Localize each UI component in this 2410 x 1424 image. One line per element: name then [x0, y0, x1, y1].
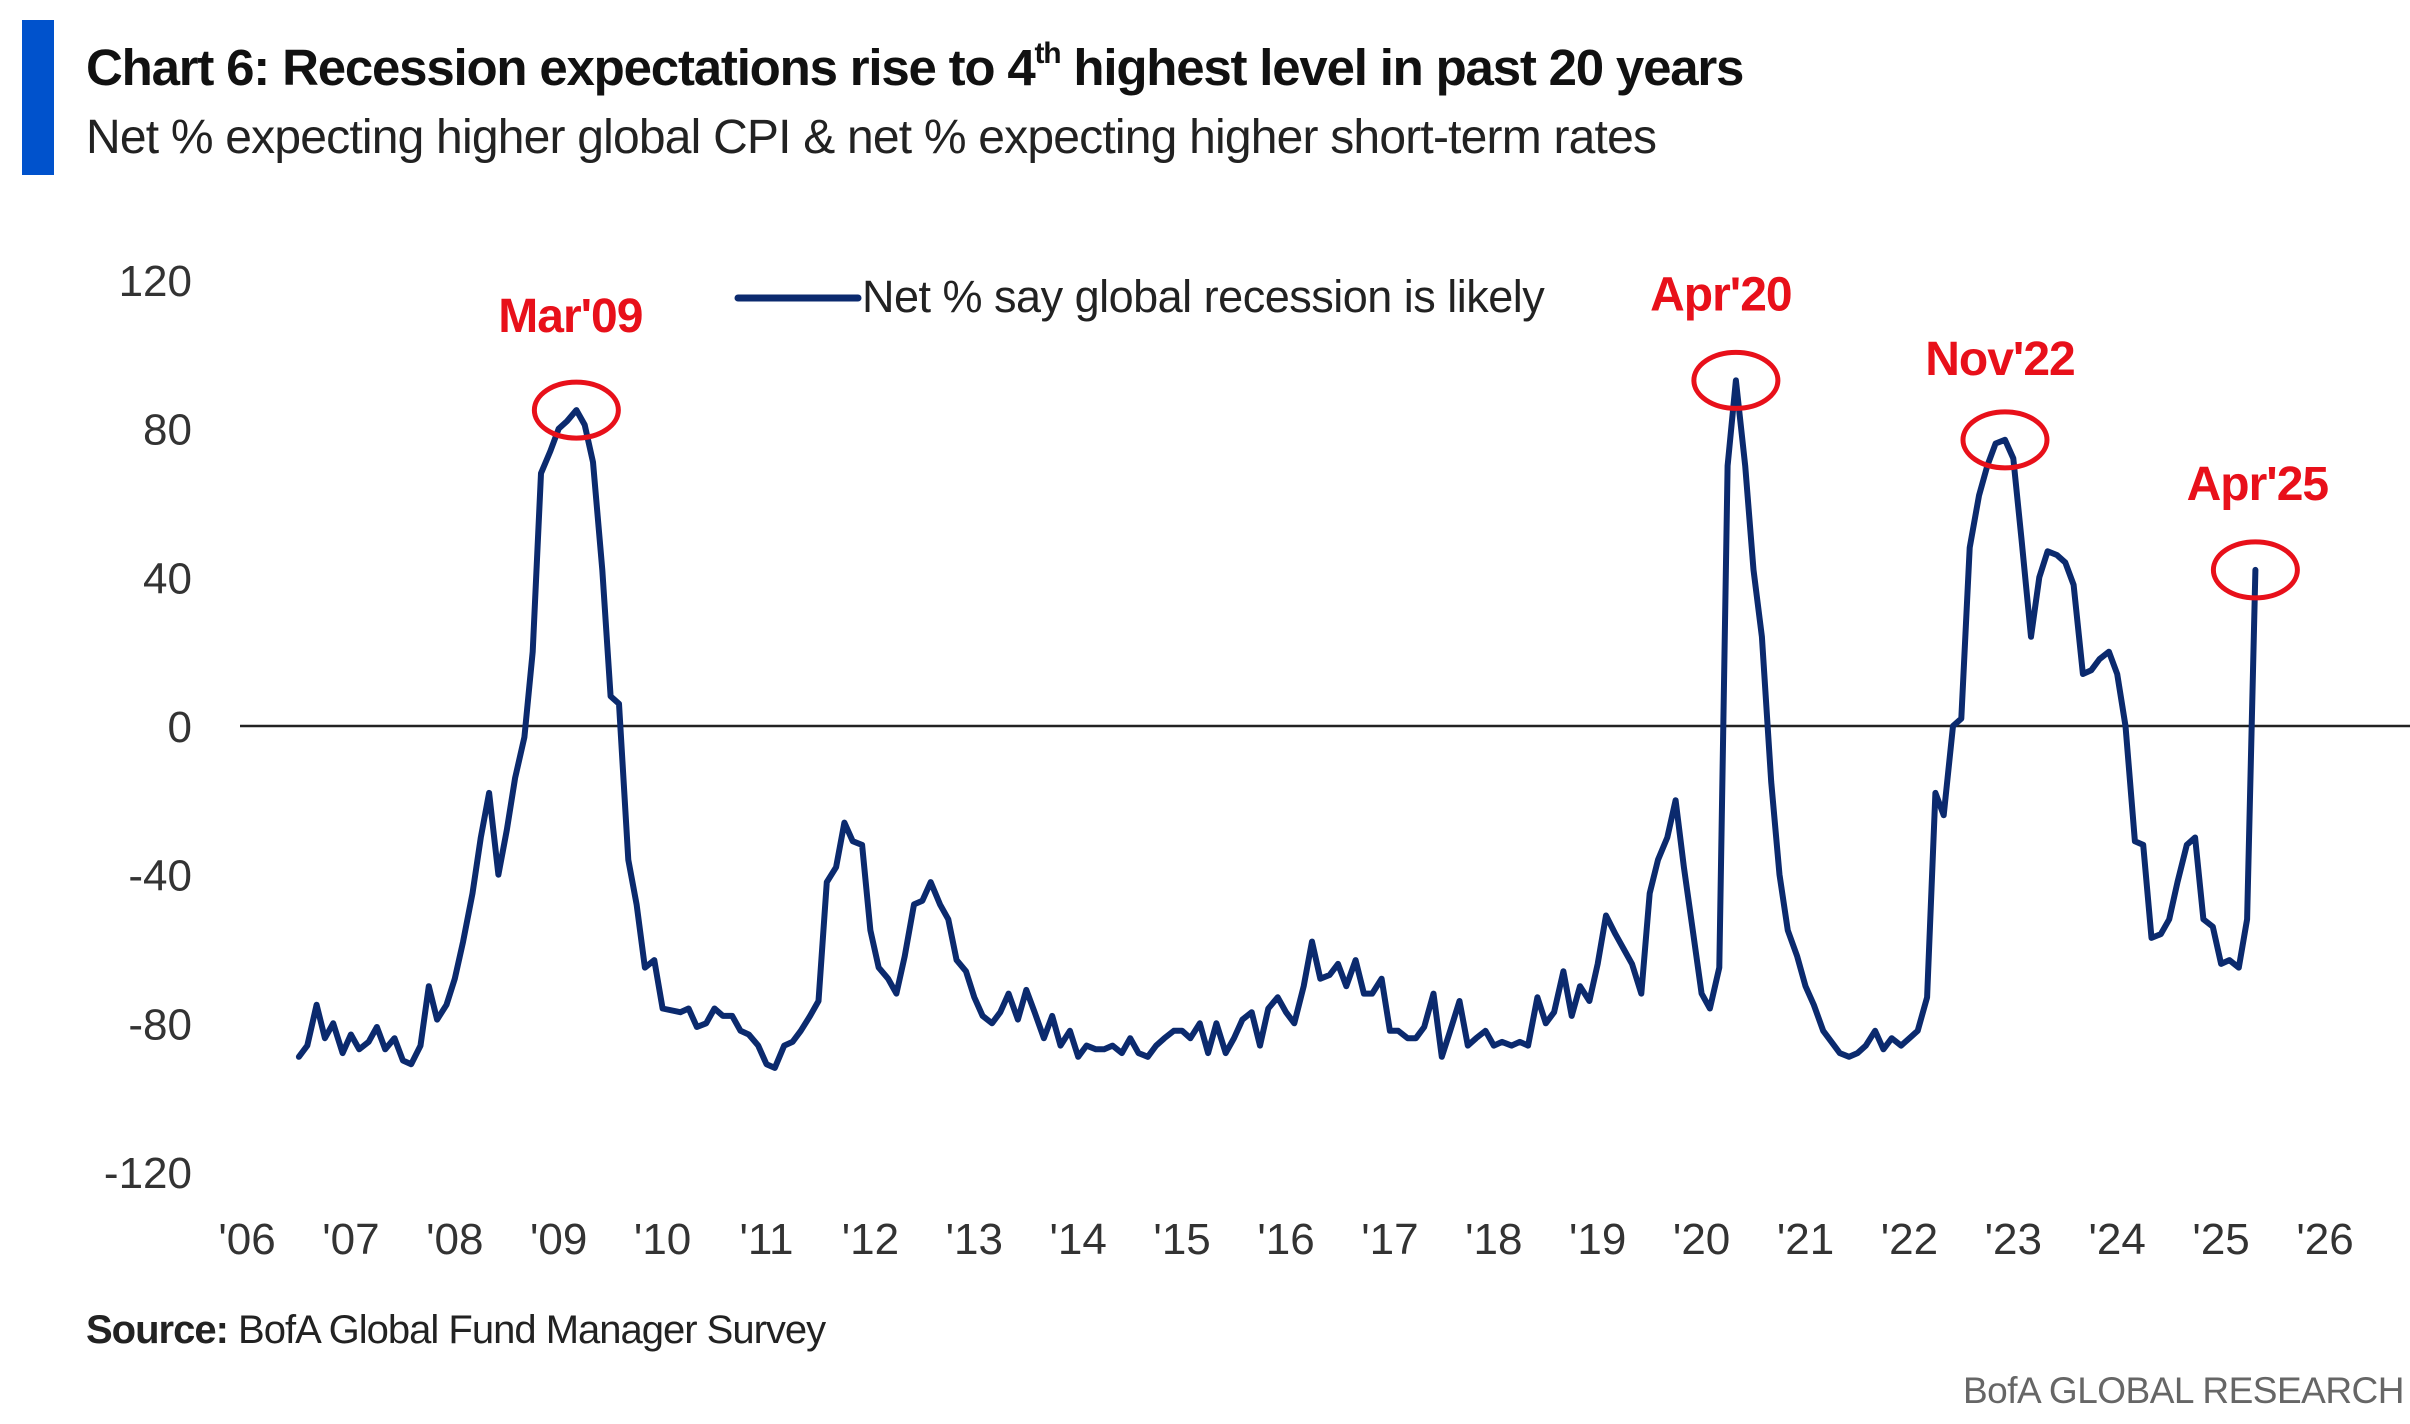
branding-text: BofA GLOBAL RESEARCH	[1962, 1370, 2405, 1411]
x-tick-label: '14	[1050, 1215, 1107, 1264]
title-superscript: th	[1034, 37, 1062, 70]
x-tick-label: '20	[1673, 1215, 1730, 1264]
y-tick-label: 120	[119, 257, 192, 306]
peak-annotation-label: Nov'22	[1925, 333, 2074, 386]
x-tick-label: '09	[530, 1215, 587, 1264]
peak-marker-circle	[2210, 539, 2300, 601]
line-chart: 120 80 40 0 -40 -80 -120 '06 '07 '08 '09 '10 '11 '12 '…	[104, 257, 2410, 1264]
peak-marker-circle	[531, 379, 621, 441]
legend-label: Net % say global recession is likely	[862, 271, 1545, 322]
peak-marker-circle	[1960, 409, 2050, 471]
x-tick-label: '26	[2296, 1215, 2353, 1264]
chart-title: Chart 6: Recession expectations rise to …	[86, 37, 1744, 97]
title-accent-bar	[22, 20, 54, 175]
y-tick-label: -40	[128, 852, 192, 901]
x-tick-label: '22	[1881, 1215, 1938, 1264]
title-suffix: highest level in past 20 years	[1060, 39, 1744, 96]
x-tick-label: '12	[842, 1215, 899, 1264]
x-tick-label: '11	[739, 1215, 793, 1264]
title-prefix: Chart 6: Recession expectations rise to …	[86, 39, 1036, 96]
x-tick-label: '06	[218, 1215, 275, 1264]
peak-annotation-label: Apr'20	[1650, 268, 1791, 321]
x-tick-label: '25	[2192, 1215, 2249, 1264]
source-label: Source:	[86, 1308, 229, 1352]
x-tick-label: '08	[426, 1215, 483, 1264]
y-tick-label: 0	[168, 703, 192, 752]
source-text: BofA Global Fund Manager Survey	[227, 1308, 826, 1352]
peak-annotation-label: Mar'09	[498, 290, 642, 343]
x-tick-label: '23	[1985, 1215, 2042, 1264]
x-tick-label: '07	[322, 1215, 379, 1264]
peak-annotation-label: Apr'25	[2187, 458, 2329, 511]
x-tick-label: '18	[1465, 1215, 1522, 1264]
y-tick-label: 80	[143, 406, 192, 455]
x-tick-label: '13	[946, 1215, 1003, 1264]
x-tick-label: '16	[1257, 1215, 1314, 1264]
x-tick-label: '21	[1777, 1215, 1834, 1264]
y-tick-label: -80	[128, 1000, 192, 1049]
x-tick-label: '24	[2089, 1215, 2146, 1264]
x-tick-label: '17	[1361, 1215, 1418, 1264]
chart-subtitle: Net % expecting higher global CPI & net …	[86, 111, 1657, 164]
y-tick-label: -120	[104, 1149, 192, 1198]
x-tick-label: '10	[634, 1215, 691, 1264]
peak-marker-circle	[1691, 349, 1781, 411]
y-tick-label: 40	[143, 554, 192, 603]
source-note: Source: BofA Global Fund Manager Survey	[86, 1308, 826, 1353]
series-line	[295, 377, 2259, 1071]
x-tick-label: '15	[1153, 1215, 1210, 1264]
x-tick-label: '19	[1569, 1215, 1626, 1264]
